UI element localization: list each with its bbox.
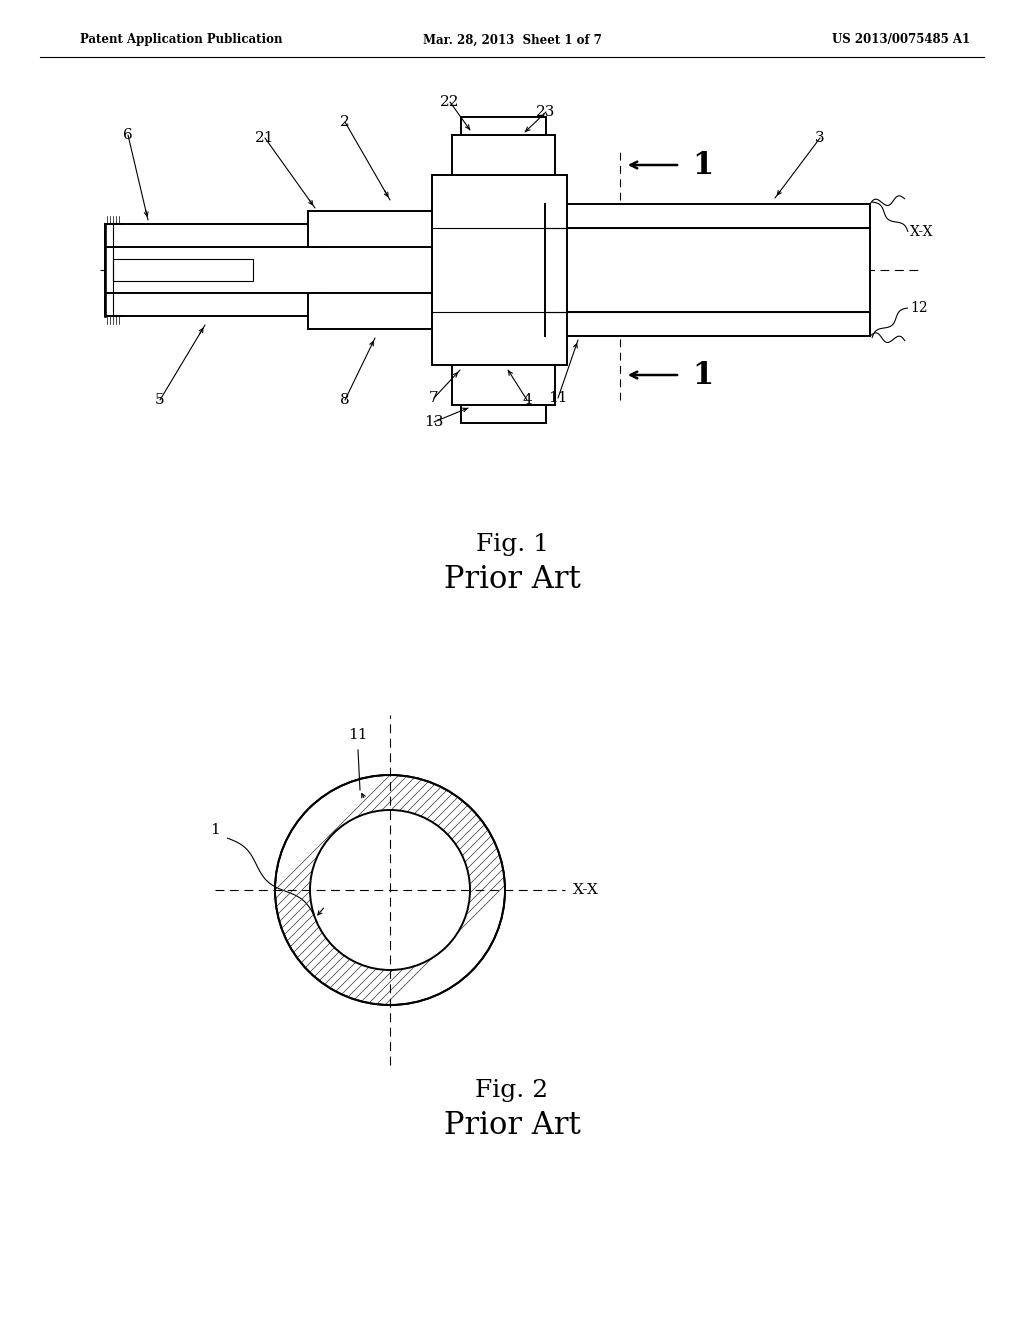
Text: 7: 7 bbox=[429, 391, 439, 405]
Bar bbox=[432, 228, 568, 312]
Bar bbox=[105, 247, 326, 293]
Bar bbox=[461, 405, 546, 422]
Bar bbox=[308, 247, 449, 293]
Bar bbox=[545, 312, 870, 337]
Bar bbox=[105, 228, 870, 312]
Text: 12: 12 bbox=[910, 301, 928, 315]
Bar bbox=[452, 135, 555, 176]
Bar bbox=[308, 293, 449, 329]
Circle shape bbox=[310, 810, 470, 970]
Bar bbox=[308, 211, 449, 247]
Text: 2: 2 bbox=[340, 115, 350, 129]
Text: 4: 4 bbox=[522, 393, 531, 407]
Text: 23: 23 bbox=[537, 106, 556, 119]
Bar bbox=[105, 224, 325, 247]
Text: X-X: X-X bbox=[573, 883, 599, 898]
Text: 13: 13 bbox=[424, 414, 443, 429]
Text: 11: 11 bbox=[548, 391, 567, 405]
Bar bbox=[461, 117, 546, 135]
Text: 8: 8 bbox=[340, 393, 350, 407]
Text: 21: 21 bbox=[255, 131, 274, 145]
Text: Prior Art: Prior Art bbox=[443, 1110, 581, 1140]
Text: Fig. 1: Fig. 1 bbox=[475, 533, 549, 557]
Text: 22: 22 bbox=[440, 95, 460, 110]
Bar bbox=[105, 293, 325, 315]
Bar bbox=[545, 205, 870, 228]
Text: X-X: X-X bbox=[910, 224, 934, 239]
Text: 6: 6 bbox=[123, 128, 133, 143]
Text: 1: 1 bbox=[692, 359, 713, 391]
Text: Mar. 28, 2013  Sheet 1 of 7: Mar. 28, 2013 Sheet 1 of 7 bbox=[423, 33, 601, 46]
Text: 1: 1 bbox=[692, 149, 713, 181]
Bar bbox=[432, 176, 567, 366]
Text: Fig. 2: Fig. 2 bbox=[475, 1078, 549, 1101]
Bar bbox=[452, 366, 555, 405]
Text: 5: 5 bbox=[156, 393, 165, 407]
Text: 11: 11 bbox=[348, 729, 368, 742]
Text: US 2013/0075485 A1: US 2013/0075485 A1 bbox=[831, 33, 970, 46]
Text: Patent Application Publication: Patent Application Publication bbox=[80, 33, 283, 46]
Bar bbox=[113, 259, 253, 281]
Text: Prior Art: Prior Art bbox=[443, 565, 581, 595]
Text: 3: 3 bbox=[815, 131, 824, 145]
Bar bbox=[545, 228, 871, 312]
Text: 1: 1 bbox=[210, 822, 220, 837]
Circle shape bbox=[275, 775, 505, 1005]
